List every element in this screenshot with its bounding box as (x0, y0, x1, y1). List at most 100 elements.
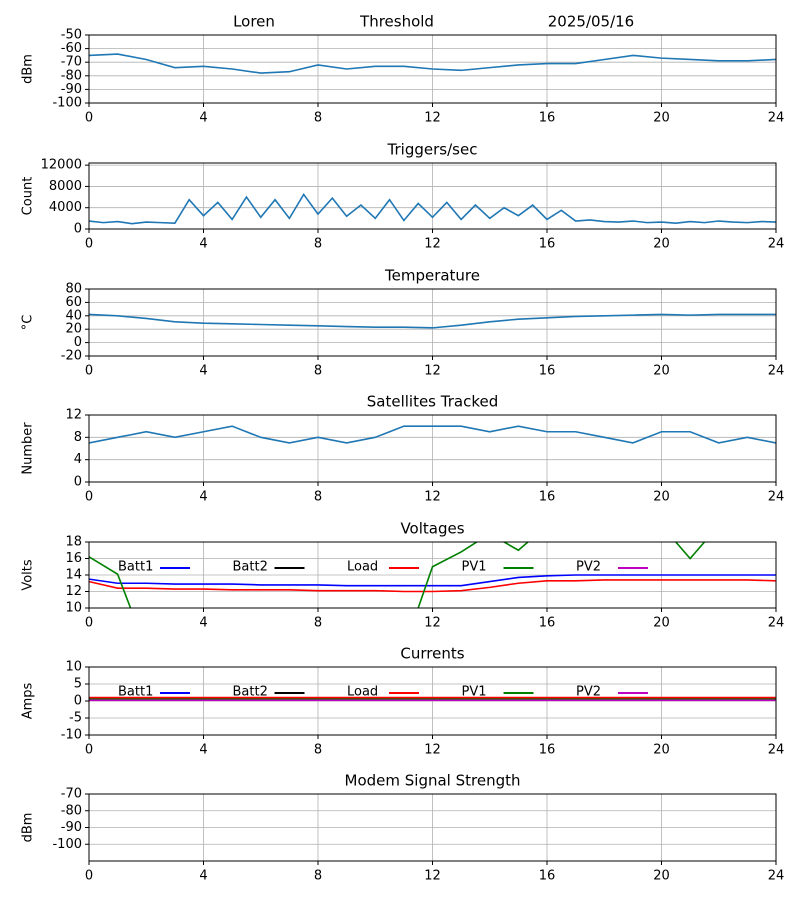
x-tick-label: 20 (653, 743, 670, 758)
y-tick-label: 60 (65, 295, 82, 310)
y-tick-label: -60 (61, 41, 82, 56)
x-tick-label: 12 (424, 111, 441, 126)
x-tick-label: 12 (424, 490, 441, 505)
y-axis-label: dBm (21, 813, 36, 843)
plot-frame (88, 288, 777, 357)
x-tick-label: 12 (424, 616, 441, 631)
x-tick-label: 20 (653, 111, 670, 126)
series-line (89, 574, 776, 587)
panel: 0 4 8 12 16 20 24 0 4000 8000 12000 Triggers/sec Cou… (21, 141, 785, 252)
y-axis-label: Number (21, 422, 36, 475)
x-tick-label: 8 (314, 237, 322, 252)
y-tick-label: 80 (65, 282, 82, 297)
x-tick-label: 20 (653, 237, 670, 252)
x-tick-label: 0 (85, 237, 93, 252)
x-tick-label: 12 (424, 237, 441, 252)
chart-title: Modem Signal Strength (345, 772, 521, 790)
x-tick-label: 12 (424, 743, 441, 758)
y-tick-label: 4 (74, 452, 82, 467)
x-tick-label: 0 (85, 616, 93, 631)
x-tick-label: 4 (199, 743, 207, 758)
plot-frame (88, 793, 777, 862)
y-tick-label: 10 (65, 660, 82, 675)
x-tick-label: 16 (539, 616, 556, 631)
x-tick-label: 0 (85, 743, 93, 758)
y-tick-label: -70 (61, 55, 82, 70)
y-tick-label: -100 (52, 837, 82, 852)
y-tick-label: 14 (65, 568, 82, 583)
series-line (89, 192, 776, 225)
x-tick-label: 4 (199, 111, 207, 126)
y-tick-label: 8000 (49, 179, 82, 194)
x-tick-label: 24 (768, 490, 785, 505)
x-tick-label: 0 (85, 364, 93, 379)
legend-label: Load (347, 685, 378, 700)
x-tick-label: 4 (199, 869, 207, 884)
x-tick-label: 0 (85, 490, 93, 505)
y-axis-label: Amps (21, 682, 36, 719)
chart-title: Loren (233, 13, 275, 31)
y-axis-label: Count (21, 177, 36, 216)
y-tick-label: -5 (69, 711, 82, 726)
panel: 0 4 8 12 16 20 24 -100-90-80-70-60-50 Loren Thres… (21, 13, 785, 126)
legend-label: PV2 (576, 685, 601, 700)
x-tick-label: 4 (199, 364, 207, 379)
legend-label: Batt2 (233, 560, 268, 575)
y-tick-label: 8 (74, 430, 82, 445)
x-tick-label: 16 (539, 364, 556, 379)
y-tick-label: 12000 (41, 158, 82, 173)
chart-title: Threshold (359, 13, 434, 31)
x-tick-label: 16 (539, 869, 556, 884)
legend-label: PV1 (462, 560, 487, 575)
y-tick-label: -90 (61, 82, 82, 97)
x-tick-label: 4 (199, 237, 207, 252)
plot-frame (88, 541, 777, 609)
panel: 0 4 8 12 16 20 24 -100 -90 -80-70 Modem Signal Str… (21, 772, 785, 884)
y-tick-label: 16 (65, 551, 82, 566)
series-line (89, 542, 706, 608)
chart-title: Triggers/sec (387, 141, 478, 159)
x-tick-label: 4 (199, 490, 207, 505)
x-tick-label: 8 (314, 616, 322, 631)
y-axis-label: dBm (21, 54, 36, 84)
y-tick-label: 10 (65, 601, 82, 616)
chart-title: Voltages (400, 520, 464, 538)
x-tick-label: 20 (653, 616, 670, 631)
y-tick-label: 40 (65, 308, 82, 323)
legend-label: PV2 (576, 560, 601, 575)
y-tick-label: -20 (61, 349, 82, 364)
x-tick-label: 24 (768, 743, 785, 758)
y-tick-label: -80 (61, 68, 82, 83)
x-tick-label: 24 (768, 111, 785, 126)
series-line (89, 425, 776, 444)
y-tick-label: -100 (52, 96, 82, 111)
y-tick-label: 12 (65, 408, 82, 423)
x-tick-label: 16 (539, 111, 556, 126)
x-tick-label: 8 (314, 869, 322, 884)
y-tick-label: -10 (61, 728, 82, 743)
x-tick-label: 0 (85, 111, 93, 126)
y-tick-label: 0 (74, 694, 82, 709)
plot-frame (88, 414, 777, 483)
legend-label: Batt1 (118, 560, 153, 575)
x-tick-label: 16 (539, 743, 556, 758)
x-tick-label: 12 (424, 364, 441, 379)
x-tick-label: 8 (314, 743, 322, 758)
y-tick-label: -50 (61, 28, 82, 43)
y-axis-label: °C (21, 315, 36, 331)
legend-label: Batt1 (118, 685, 153, 700)
panel: 0 4 8 12 16 20 24 0 4 8 12 Satellites Tracked Number (21, 393, 785, 505)
y-tick-label: -90 (61, 820, 82, 835)
x-tick-label: 8 (314, 111, 322, 126)
y-tick-label: 12 (65, 584, 82, 599)
y-tick-label: 0 (74, 475, 82, 490)
plot-frame (88, 666, 777, 736)
x-tick-label: 4 (199, 616, 207, 631)
x-tick-label: 12 (424, 869, 441, 884)
chart-title: 2025/05/16 (548, 13, 634, 31)
x-tick-label: 8 (314, 364, 322, 379)
x-tick-label: 16 (539, 237, 556, 252)
y-tick-label: -80 (61, 803, 82, 818)
